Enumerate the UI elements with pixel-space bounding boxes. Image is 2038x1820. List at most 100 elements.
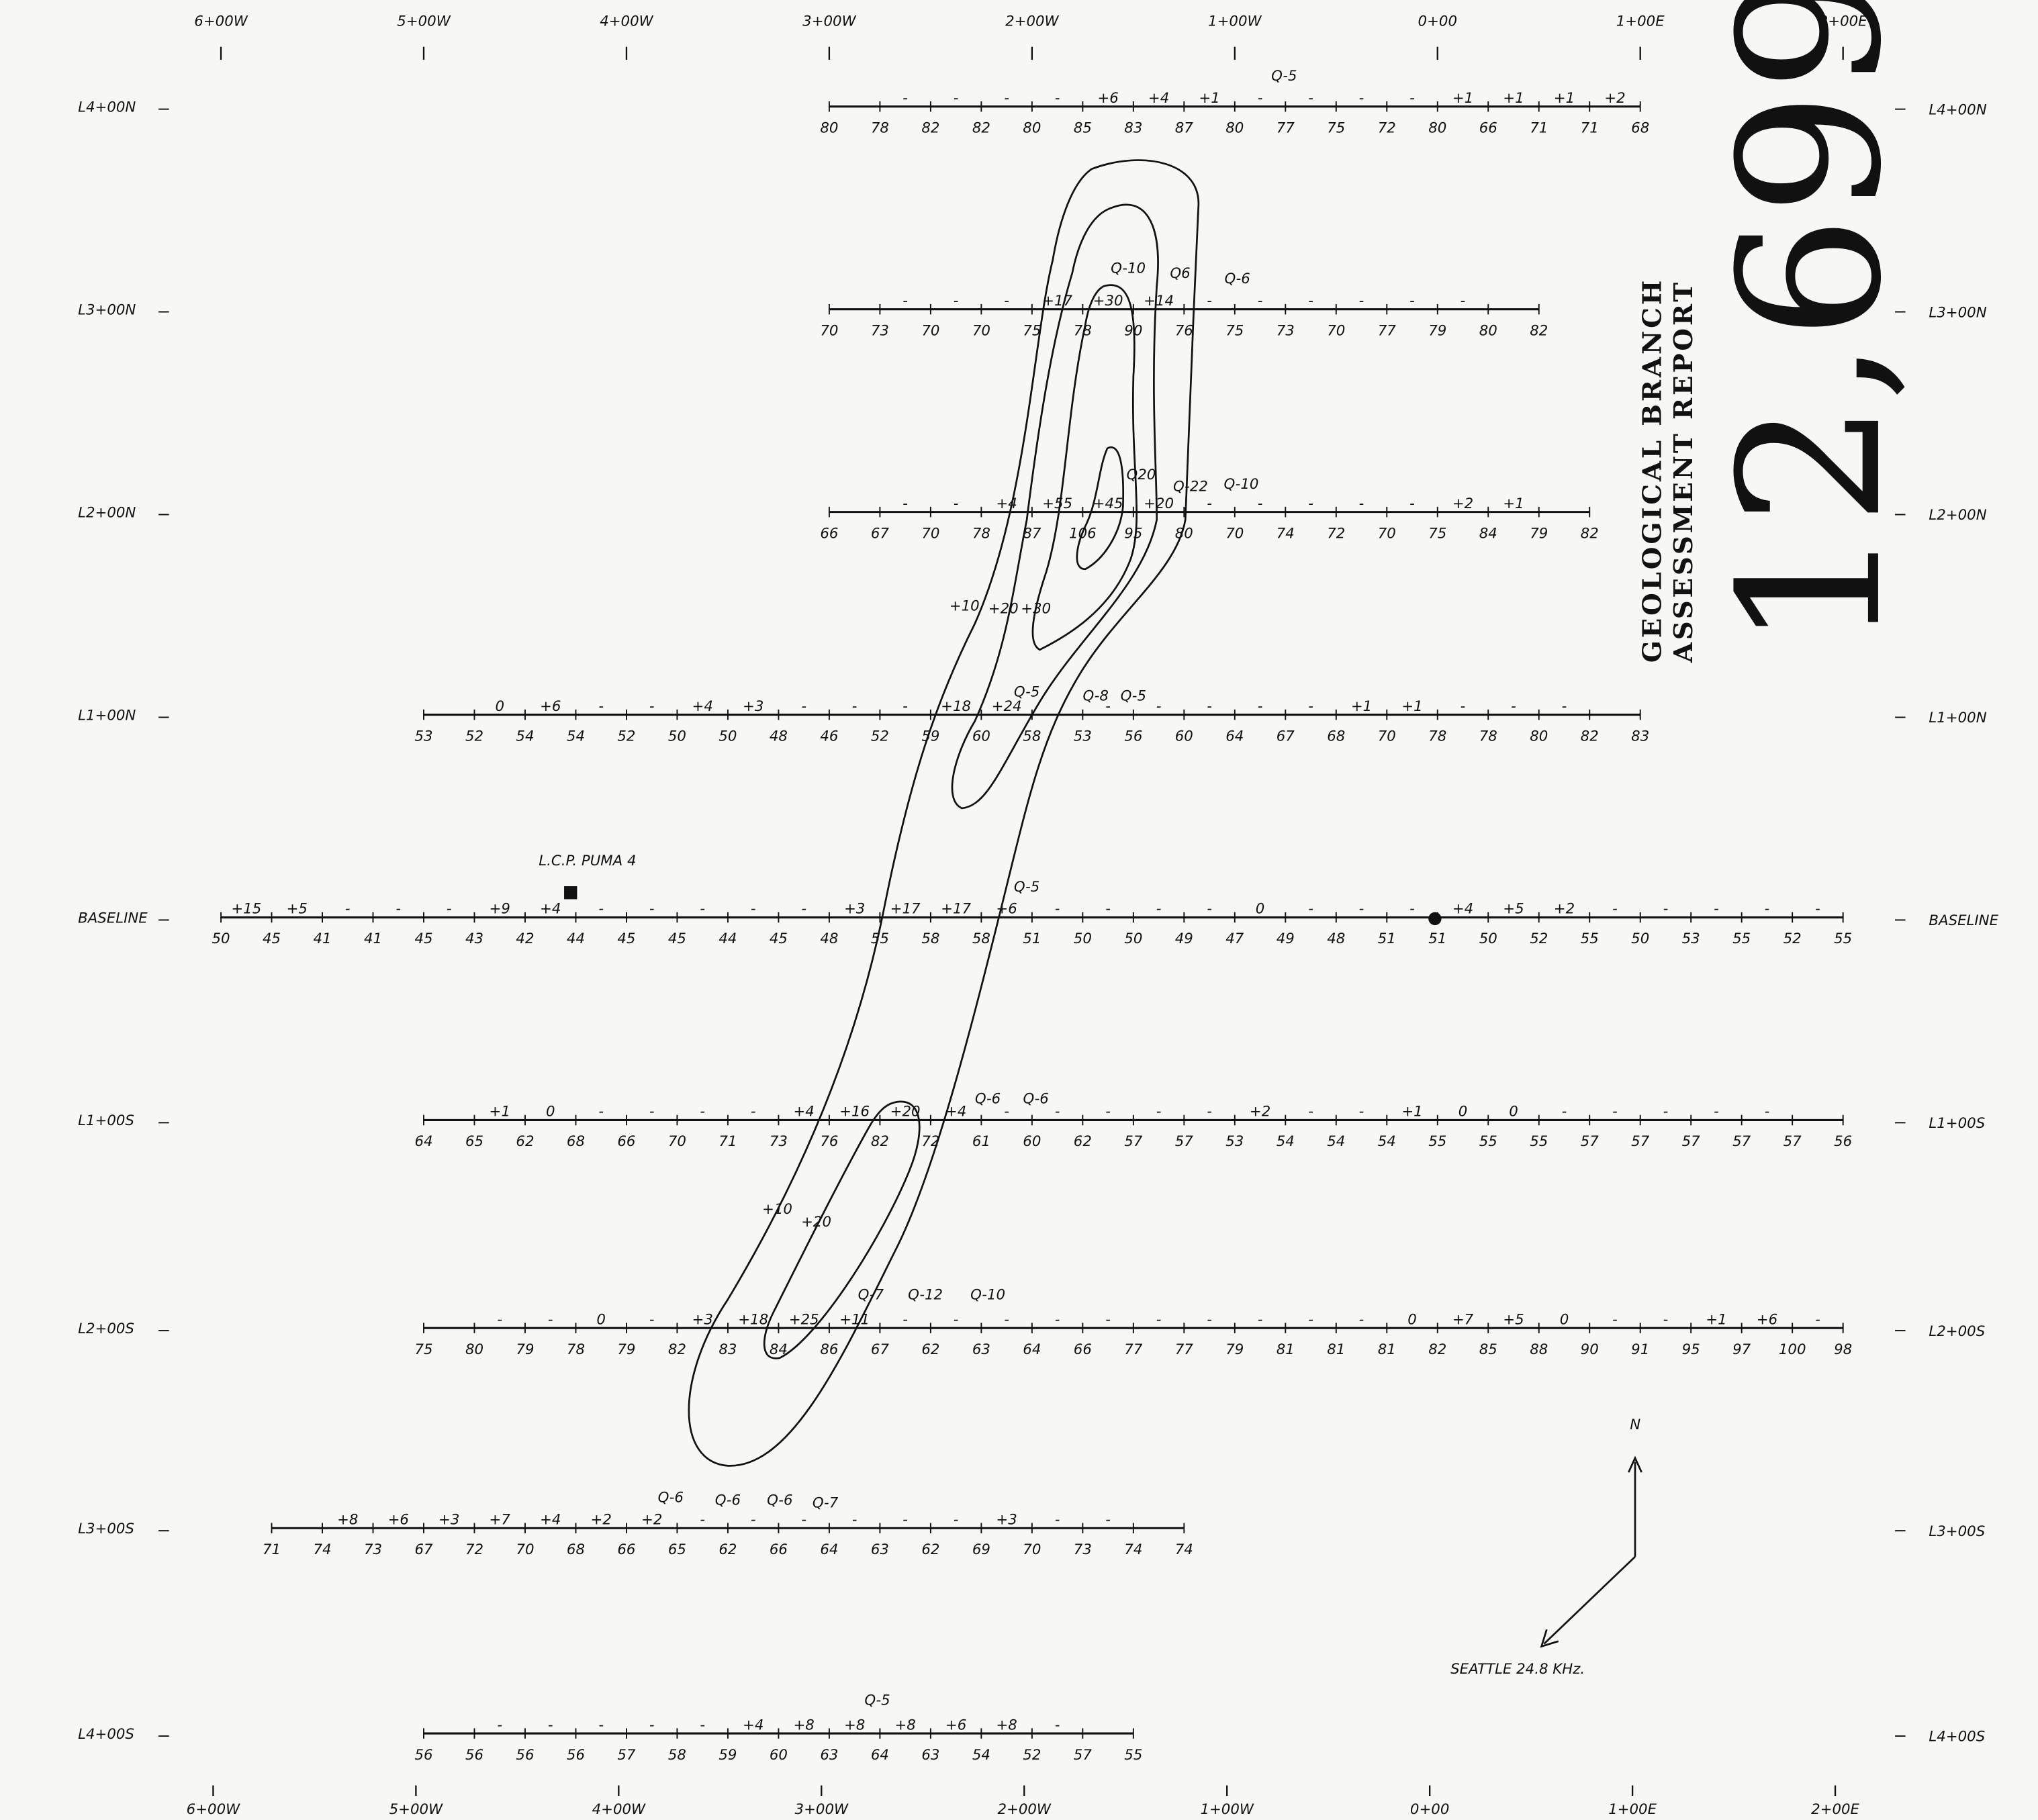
reading-value: 100 xyxy=(1779,1341,1806,1358)
dip-angle: - xyxy=(548,1717,553,1733)
reading-value: 71 xyxy=(719,1133,737,1150)
reading-value: 91 xyxy=(1631,1341,1649,1358)
annotation: Q-10 xyxy=(1224,476,1259,493)
annotation: Q-6 xyxy=(1224,271,1250,287)
reading-value: 60 xyxy=(1023,1133,1041,1150)
dip-angle: - xyxy=(1207,495,1212,512)
reading-value: 46 xyxy=(820,728,838,745)
dip-angle: - xyxy=(751,901,756,918)
station-label-top: 4+00W xyxy=(600,13,653,30)
dip-angle: - xyxy=(1562,698,1567,715)
dip-angle: - xyxy=(902,1311,908,1328)
reading-value: 58 xyxy=(921,930,939,947)
reading-value: 66 xyxy=(820,525,838,542)
dip-angle: +1 xyxy=(1401,698,1422,715)
reading-value: 66 xyxy=(617,1541,635,1558)
reading-value: 75 xyxy=(414,1341,432,1358)
reading-value: 48 xyxy=(1327,930,1345,947)
reading-value: 79 xyxy=(516,1341,534,1358)
dip-angle: - xyxy=(801,1511,806,1528)
annotation: +10 xyxy=(762,1201,792,1218)
reading-value: 106 xyxy=(1069,525,1097,542)
dip-angle: 0 xyxy=(1509,1104,1518,1120)
reading-value: 54 xyxy=(567,728,585,745)
transmitter-point xyxy=(1428,912,1441,925)
annotation: L.C.P. PUMA 4 xyxy=(539,853,636,869)
reading-value: 65 xyxy=(465,1133,483,1150)
reading-value: 55 xyxy=(1732,930,1751,947)
dip-angle: +8 xyxy=(337,1511,358,1528)
line-label-left: L1+00N xyxy=(78,707,136,724)
reading-value: 45 xyxy=(263,930,281,947)
annotation: Q-6 xyxy=(715,1492,741,1508)
dip-angle: - xyxy=(1359,901,1364,918)
reading-value: 60 xyxy=(972,728,990,745)
dip-angle: +20 xyxy=(1144,495,1174,512)
dip-angle: - xyxy=(1663,1311,1669,1328)
transmitter-label: SEATTLE 24.8 KHz. xyxy=(1450,1661,1585,1678)
dip-angle: - xyxy=(1004,293,1009,309)
dip-angle: +5 xyxy=(1503,1311,1524,1328)
dip-angle: +2 xyxy=(1554,901,1575,918)
dip-angle: - xyxy=(1004,1311,1009,1328)
reading-value: 82 xyxy=(1530,322,1548,339)
reading-value: 51 xyxy=(1023,930,1041,947)
dip-angle: 0 xyxy=(495,698,504,715)
reading-value: 59 xyxy=(921,728,939,745)
dip-angle: - xyxy=(1105,901,1111,918)
annotation: +30 xyxy=(1021,601,1051,618)
reading-value: 73 xyxy=(1074,1541,1092,1558)
reading-value: 52 xyxy=(1784,930,1802,947)
dip-angle: - xyxy=(1156,1104,1162,1120)
annotation: Q-5 xyxy=(1014,683,1039,700)
dip-angle: - xyxy=(954,1311,959,1328)
dip-angle: - xyxy=(1055,1511,1060,1528)
annotation: Q-5 xyxy=(1271,68,1297,85)
dip-angle: +2 xyxy=(1250,1104,1270,1120)
reading-value: 80 xyxy=(1175,525,1193,542)
claim-post xyxy=(564,886,577,899)
line-label-right: L1+00N xyxy=(1929,710,1986,726)
reading-value: 58 xyxy=(972,930,990,947)
reading-value: 48 xyxy=(770,728,788,745)
reading-value: 55 xyxy=(1530,1133,1548,1150)
dip-angle: - xyxy=(1156,901,1162,918)
dip-angle: +3 xyxy=(692,1311,712,1328)
reading-value: 66 xyxy=(770,1541,788,1558)
reading-value: 50 xyxy=(719,728,737,745)
reading-value: 73 xyxy=(1277,322,1295,339)
station-label-top: 0+00 xyxy=(1418,13,1457,30)
reading-value: 78 xyxy=(871,119,889,136)
reading-value: 97 xyxy=(1732,1341,1751,1358)
reading-value: 77 xyxy=(1175,1341,1194,1358)
dip-angle: - xyxy=(1258,495,1263,512)
dip-angle: - xyxy=(902,698,908,715)
dip-angle: +3 xyxy=(743,698,763,715)
annotation: Q-5 xyxy=(1014,879,1039,896)
dip-angle: - xyxy=(902,90,908,107)
reading-value: 55 xyxy=(1428,1133,1446,1150)
reading-value: 50 xyxy=(1631,930,1649,947)
line-label-left: L3+00S xyxy=(78,1521,134,1537)
reading-value: 75 xyxy=(1023,322,1041,339)
station-label-bottom: 1+00E xyxy=(1608,1801,1657,1818)
reading-value: 70 xyxy=(668,1133,686,1150)
reading-value: 54 xyxy=(516,728,534,745)
reading-value: 56 xyxy=(1124,728,1142,745)
dip-angle: - xyxy=(1765,901,1770,918)
stamp-branch: GEOLOGICAL BRANCH xyxy=(1638,278,1668,663)
report-number: 12,699 xyxy=(1698,0,1925,650)
dip-angle: +2 xyxy=(1452,495,1473,512)
dip-angle: - xyxy=(649,901,655,918)
reading-value: 78 xyxy=(567,1341,585,1358)
dip-angle: - xyxy=(1308,901,1313,918)
dip-angle: +17 xyxy=(941,901,971,918)
reading-value: 71 xyxy=(263,1541,281,1558)
dip-angle: 0 xyxy=(546,1104,555,1120)
dip-angle: +8 xyxy=(996,1717,1017,1733)
dip-angle: +14 xyxy=(1144,293,1174,309)
line-label-right: L1+00S xyxy=(1929,1115,1985,1132)
reading-value: 45 xyxy=(668,930,686,947)
reading-value: 85 xyxy=(1074,119,1092,136)
dip-angle: - xyxy=(1004,1104,1009,1120)
